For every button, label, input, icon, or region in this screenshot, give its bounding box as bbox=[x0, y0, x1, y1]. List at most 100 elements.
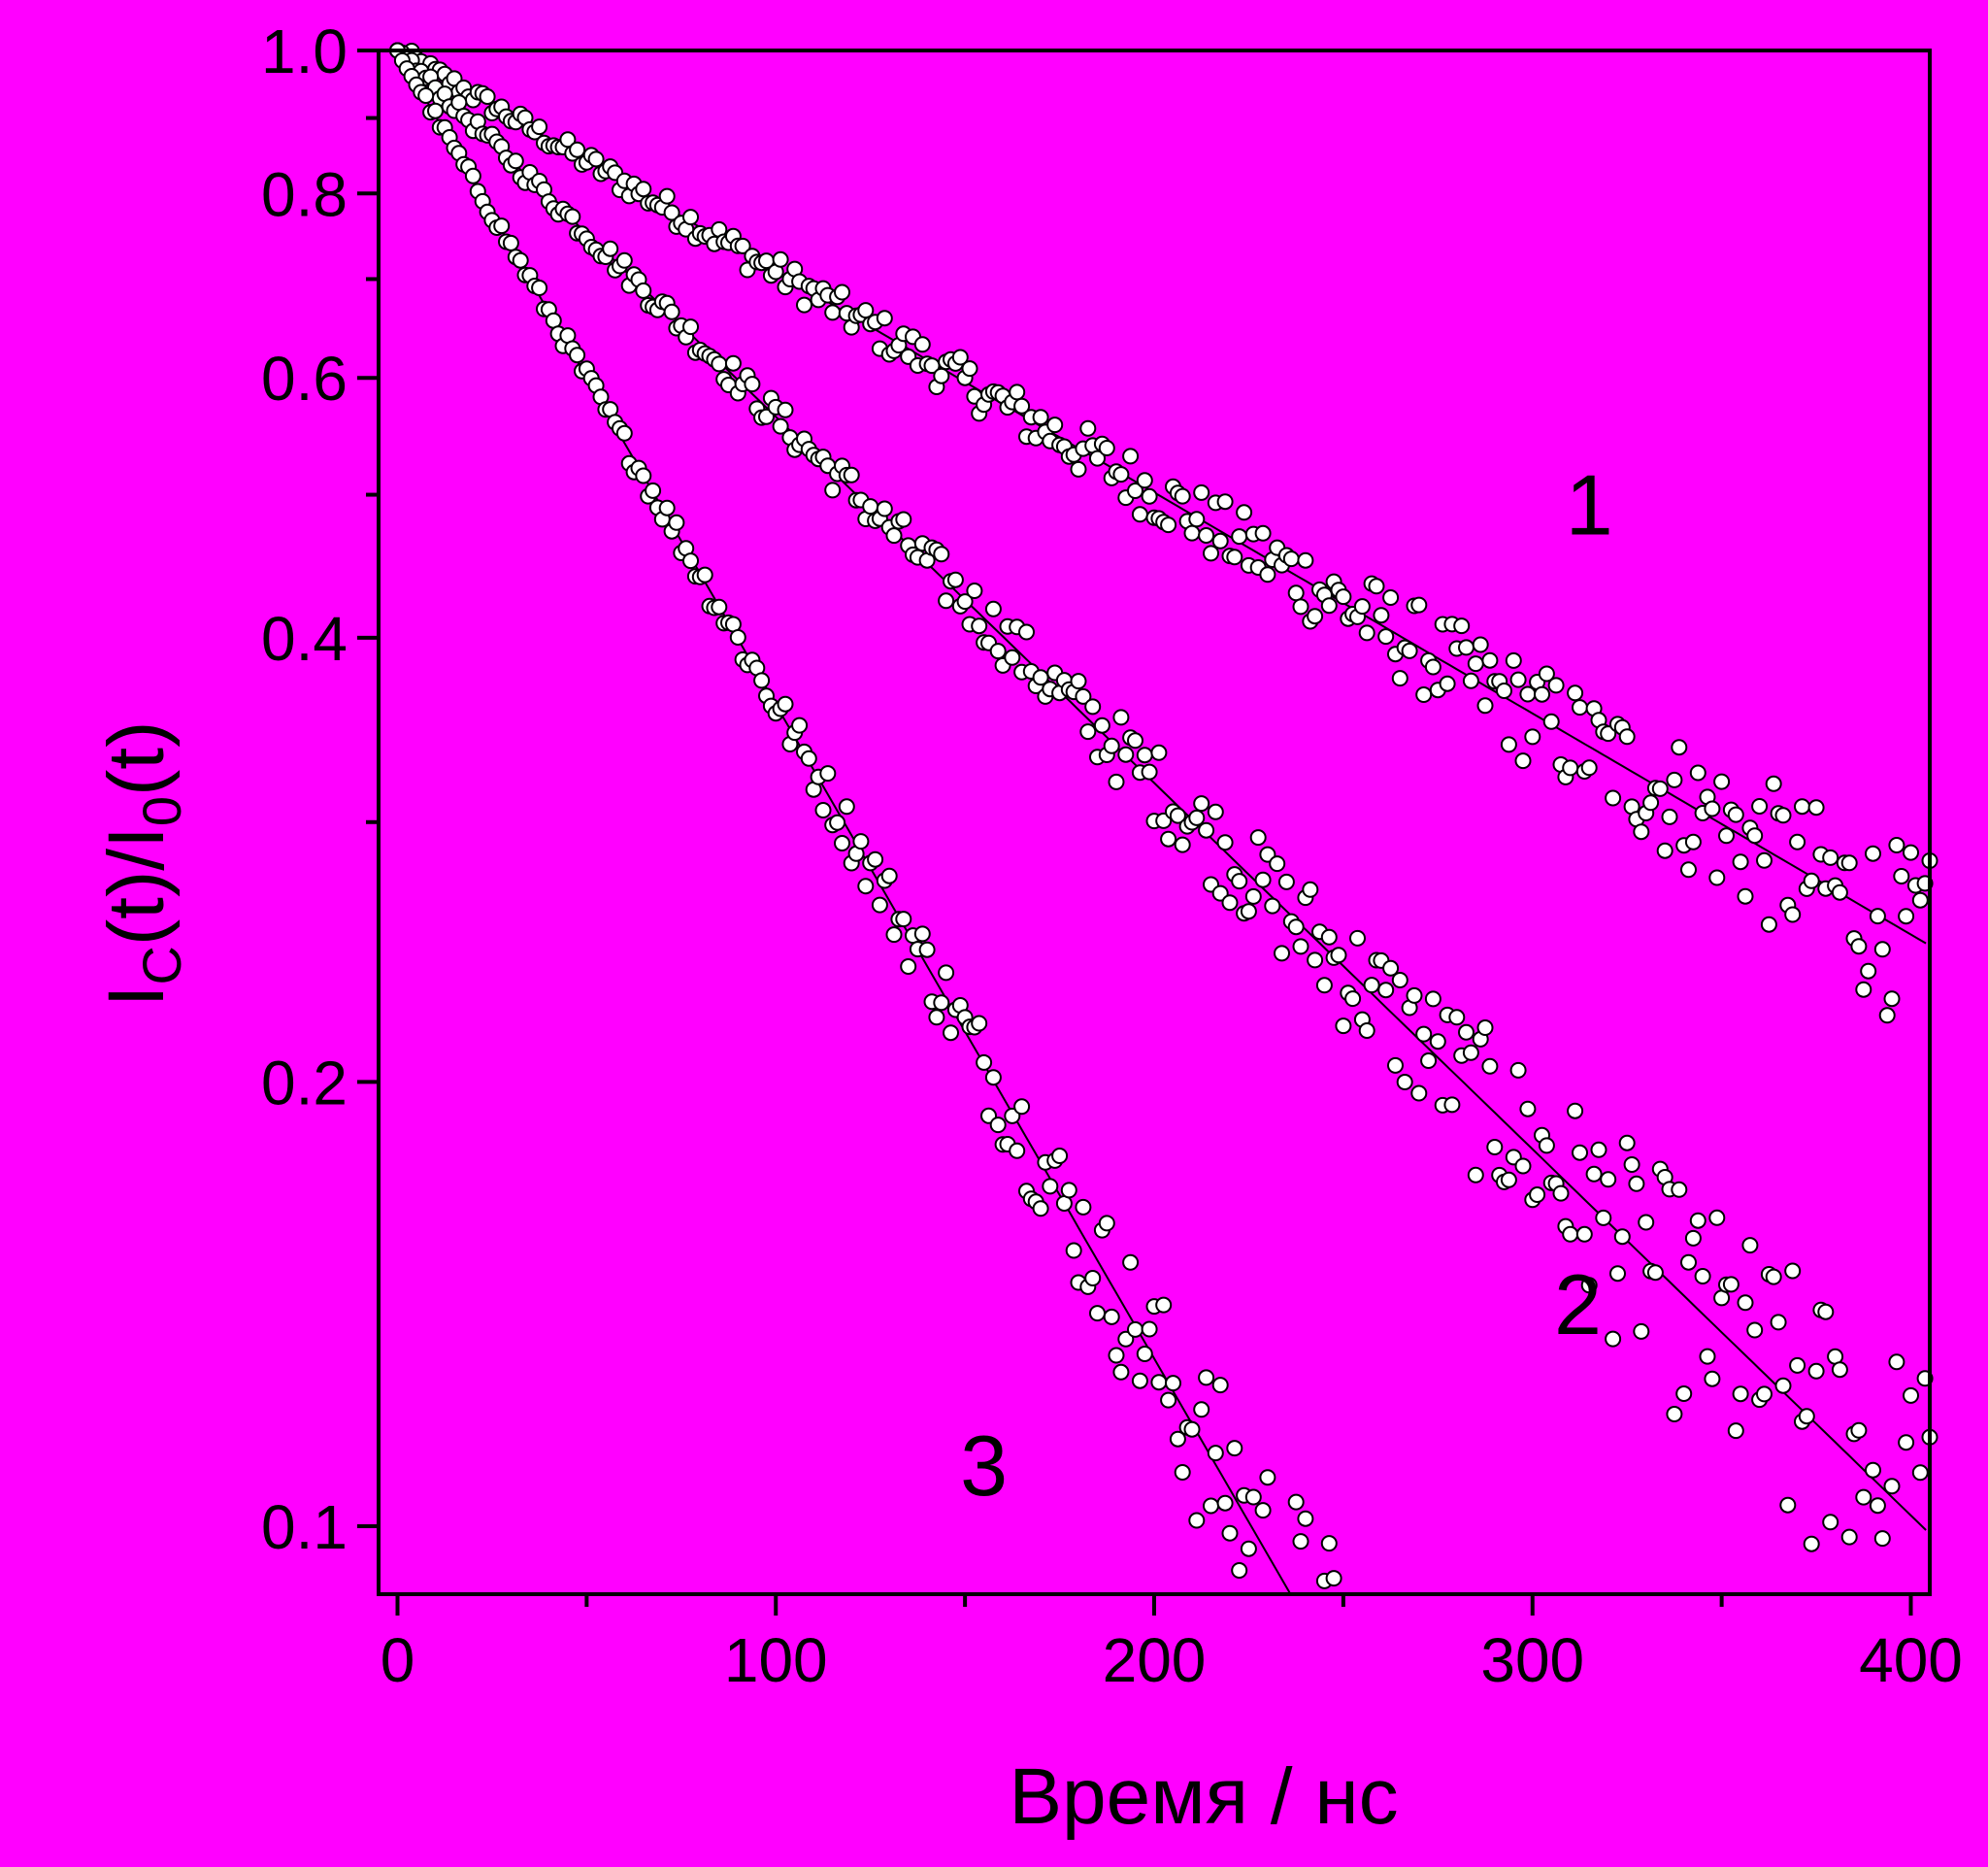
data-point-series-3 bbox=[885, 926, 903, 944]
data-point-series-1 bbox=[1472, 636, 1489, 653]
y-label-sub1: C bbox=[131, 946, 192, 984]
y-label-end: (t) bbox=[92, 721, 181, 796]
data-point-series-3 bbox=[531, 280, 548, 296]
data-point-series-1 bbox=[658, 187, 676, 205]
data-point-series-2 bbox=[1307, 951, 1324, 969]
data-point-series-1 bbox=[479, 88, 496, 105]
x-tick-label: 0 bbox=[381, 1625, 415, 1695]
data-point-series-2 bbox=[1150, 744, 1168, 761]
data-point-series-2 bbox=[1093, 717, 1110, 734]
x-tick-label: 400 bbox=[1859, 1625, 1963, 1695]
data-point-series-1 bbox=[1514, 752, 1532, 770]
data-point-series-2 bbox=[1732, 1385, 1749, 1403]
data-point-series-2 bbox=[1850, 1421, 1868, 1439]
data-point-series-3 bbox=[1089, 1305, 1106, 1322]
data-point-series-1 bbox=[1496, 683, 1512, 699]
data-point-series-1 bbox=[961, 360, 978, 378]
data-point-series-1 bbox=[1211, 532, 1229, 550]
data-point-series-3 bbox=[1231, 1562, 1248, 1579]
data-point-series-3 bbox=[1131, 1372, 1148, 1389]
data-point-series-2 bbox=[1689, 1212, 1706, 1229]
data-point-series-2 bbox=[1387, 1056, 1404, 1074]
data-point-series-2 bbox=[1240, 903, 1257, 920]
data-point-series-1 bbox=[1542, 713, 1560, 730]
data-point-series-3 bbox=[871, 896, 888, 914]
data-point-series-2 bbox=[1840, 1528, 1858, 1546]
data-point-series-1 bbox=[1865, 845, 1881, 862]
y-label-sub2: 0 bbox=[131, 796, 192, 826]
data-point-series-1 bbox=[1869, 908, 1886, 925]
data-point-series-3 bbox=[615, 424, 633, 442]
data-point-series-3 bbox=[512, 251, 529, 269]
data-point-series-2 bbox=[1320, 928, 1338, 946]
data-point-series-1 bbox=[1131, 506, 1148, 523]
data-point-series-1 bbox=[913, 336, 931, 353]
data-point-series-2 bbox=[507, 152, 524, 170]
data-point-series-1 bbox=[1009, 383, 1026, 401]
data-point-series-2 bbox=[1575, 1225, 1593, 1243]
data-point-series-2 bbox=[1396, 1074, 1413, 1090]
data-point-series-1 bbox=[1174, 487, 1191, 505]
data-point-series-1 bbox=[1572, 699, 1588, 717]
data-point-series-2 bbox=[1888, 1353, 1905, 1371]
data-point-series-2 bbox=[1600, 1171, 1617, 1188]
data-point-series-1 bbox=[1500, 736, 1517, 753]
data-point-series-2 bbox=[1666, 1406, 1683, 1422]
data-point-series-3 bbox=[1108, 1347, 1125, 1364]
data-point-series-1 bbox=[1136, 472, 1153, 489]
data-point-series-1 bbox=[1855, 981, 1872, 998]
data-point-series-2 bbox=[1335, 1017, 1352, 1035]
data-point-series-3 bbox=[1207, 1445, 1224, 1462]
data-point-series-3 bbox=[838, 798, 855, 816]
data-point-series-1 bbox=[635, 181, 652, 198]
data-point-series-2 bbox=[1567, 1102, 1584, 1119]
data-point-series-2 bbox=[971, 617, 988, 635]
data-point-series-2 bbox=[1221, 894, 1239, 912]
data-point-series-2 bbox=[1136, 747, 1153, 764]
data-point-series-1 bbox=[1661, 808, 1678, 825]
data-point-series-1 bbox=[1368, 578, 1385, 595]
data-point-series-2 bbox=[1737, 1294, 1754, 1312]
data-point-series-3 bbox=[880, 867, 898, 884]
data-point-series-2 bbox=[984, 600, 1002, 617]
data-point-series-1 bbox=[1850, 938, 1868, 955]
data-point-series-2 bbox=[938, 592, 955, 610]
data-point-series-1 bbox=[1618, 728, 1636, 746]
data-point-series-1 bbox=[1141, 487, 1158, 505]
data-point-series-1 bbox=[1079, 419, 1097, 437]
data-point-series-2 bbox=[1784, 1262, 1802, 1280]
data-point-series-3 bbox=[1188, 1512, 1206, 1529]
data-point-series-2 bbox=[1108, 773, 1125, 790]
data-point-series-2 bbox=[1562, 1225, 1579, 1243]
data-point-series-2 bbox=[450, 94, 468, 112]
data-point-series-2 bbox=[1004, 649, 1021, 666]
data-point-series-1 bbox=[1746, 827, 1764, 845]
data-point-series-2 bbox=[1188, 809, 1206, 826]
data-point-series-1 bbox=[1453, 617, 1471, 635]
data-point-series-1 bbox=[1226, 549, 1243, 566]
data-point-series-2 bbox=[1198, 821, 1215, 839]
data-point-series-2 bbox=[1254, 871, 1272, 888]
data-point-series-3 bbox=[1075, 1198, 1092, 1216]
data-point-series-2 bbox=[1476, 1019, 1494, 1036]
data-point-series-1 bbox=[1198, 527, 1215, 544]
data-point-series-1 bbox=[1671, 739, 1688, 756]
data-point-series-3 bbox=[1221, 1524, 1239, 1542]
data-point-series-3 bbox=[1042, 1178, 1059, 1195]
data-point-series-1 bbox=[1903, 844, 1919, 861]
data-point-series-2 bbox=[1798, 1408, 1815, 1425]
data-point-series-1 bbox=[1089, 450, 1106, 467]
data-point-series-1 bbox=[1860, 962, 1877, 980]
data-point-series-2 bbox=[1609, 1265, 1626, 1283]
data-point-series-2 bbox=[615, 251, 633, 269]
y-label-mid: (t)/I bbox=[92, 826, 181, 946]
data-point-series-2 bbox=[1704, 1370, 1721, 1387]
data-point-series-1 bbox=[1112, 466, 1130, 483]
data-point-series-1 bbox=[772, 250, 789, 268]
data-point-series-3 bbox=[913, 925, 931, 943]
data-point-series-2 bbox=[1519, 1100, 1537, 1117]
data-point-series-1 bbox=[1732, 853, 1749, 871]
data-point-series-1 bbox=[1784, 906, 1802, 923]
